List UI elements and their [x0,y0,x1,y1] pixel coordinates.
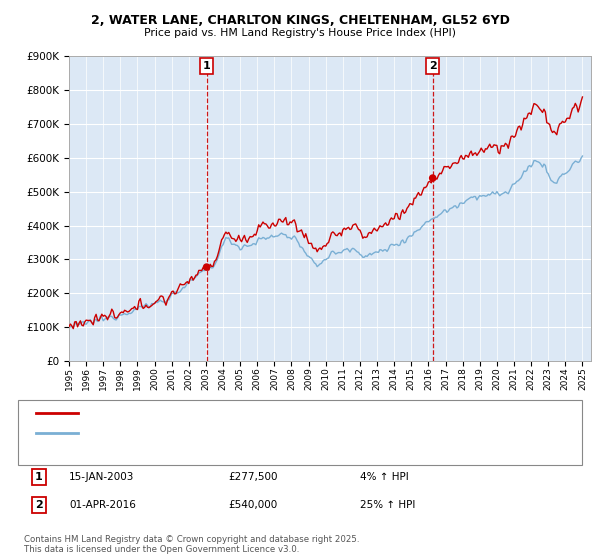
Text: Contains HM Land Registry data © Crown copyright and database right 2025.
This d: Contains HM Land Registry data © Crown c… [24,535,359,554]
Text: 2, WATER LANE, CHARLTON KINGS, CHELTENHAM, GL52 6YD: 2, WATER LANE, CHARLTON KINGS, CHELTENHA… [91,14,509,27]
Point [202,263,211,272]
Text: 25% ↑ HPI: 25% ↑ HPI [360,500,415,510]
Text: 4% ↑ HPI: 4% ↑ HPI [360,472,409,482]
Text: 01-APR-2016: 01-APR-2016 [69,500,136,510]
Text: 2, WATER LANE, CHARLTON KINGS, CHELTENHAM, GL52 6YD (detached house): 2, WATER LANE, CHARLTON KINGS, CHELTENHA… [87,408,471,418]
Text: £277,500: £277,500 [228,472,277,482]
Text: 2: 2 [429,61,437,71]
Text: 1: 1 [35,472,43,482]
Text: 1: 1 [203,61,211,71]
Text: £540,000: £540,000 [228,500,277,510]
Text: HPI: Average price, detached house, Cheltenham: HPI: Average price, detached house, Chel… [87,428,328,438]
Text: 2: 2 [35,500,43,510]
Text: 15-JAN-2003: 15-JAN-2003 [69,472,134,482]
Text: Price paid vs. HM Land Registry's House Price Index (HPI): Price paid vs. HM Land Registry's House … [144,28,456,38]
Point [428,174,437,183]
